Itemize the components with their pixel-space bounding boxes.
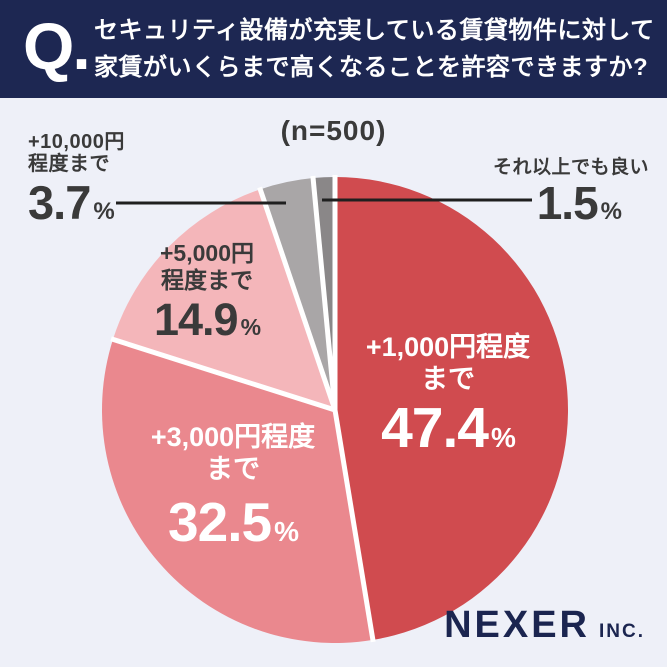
slice-value-plus10000: 3.7%	[28, 176, 115, 229]
slice-label-plus3000-line1: +3,000円程度	[150, 422, 316, 452]
slice-value-plus5000: 14.9%	[153, 294, 261, 345]
slice-label-plus1000-line2: まで	[421, 364, 475, 394]
question-title-line-2: 家賃がいくらまで高くなることを許容できますか?	[94, 54, 649, 81]
brand-name: NEXER	[444, 604, 590, 646]
pie-slices	[102, 175, 569, 644]
slice-value-plus3000: 32.5%	[168, 491, 299, 553]
question-title: セキュリティ設備が充実している賃貸物件に対して 家賃がいくらまで高くなることを許…	[94, 12, 655, 86]
slice-value-more: 1.5%	[536, 177, 622, 229]
slice-separator	[257, 186, 338, 411]
percent-sign: %	[600, 198, 622, 225]
percent-sign: %	[93, 198, 114, 225]
slice-separator	[310, 175, 338, 411]
slice-label-plus5000: +5,000円 程度まで 14.9%	[123, 240, 291, 351]
slice-separator	[332, 409, 376, 643]
slice-label-plus1000-line1: +1,000円程度	[365, 332, 531, 362]
slice-label-plus5000-line2: 程度まで	[161, 267, 253, 293]
slice-label-plus10000-line1: +10,000円	[28, 131, 125, 153]
slice-label-plus1000: +1,000円程度 まで 47.4%	[338, 331, 558, 468]
pie-slice-1	[102, 339, 373, 644]
slice-label-plus3000: +3,000円程度 まで 32.5%	[118, 421, 348, 561]
slice-label-plus5000-line1: +5,000円	[160, 240, 254, 266]
percent-sign: %	[274, 516, 299, 547]
question-title-line-1: セキュリティ設備が充実している賃貸物件に対して	[94, 17, 655, 44]
q-mark: Q.	[23, 9, 91, 83]
slice-separator	[110, 336, 336, 413]
slice-label-plus10000-line2: 程度まで	[28, 153, 110, 175]
brand-logo: NEXER INC.	[444, 604, 645, 647]
slice-label-more: それ以上でも良い 1.5%	[459, 157, 649, 236]
slice-label-plus3000-line2: まで	[206, 454, 260, 484]
slice-label-plus10000: +10,000円 程度まで 3.7%	[28, 131, 198, 236]
percent-sign: %	[491, 422, 516, 453]
question-header: Q. セキュリティ設備が充実している賃貸物件に対して 家賃がいくらまで高くなるこ…	[0, 0, 667, 98]
slice-label-more-line1: それ以上でも良い	[492, 157, 649, 178]
slice-value-plus1000: 47.4%	[381, 396, 516, 460]
pie-slice-0	[335, 176, 569, 640]
percent-sign: %	[240, 314, 261, 340]
sample-size-label: (n=500)	[280, 115, 387, 146]
brand-suffix: INC.	[599, 621, 645, 642]
